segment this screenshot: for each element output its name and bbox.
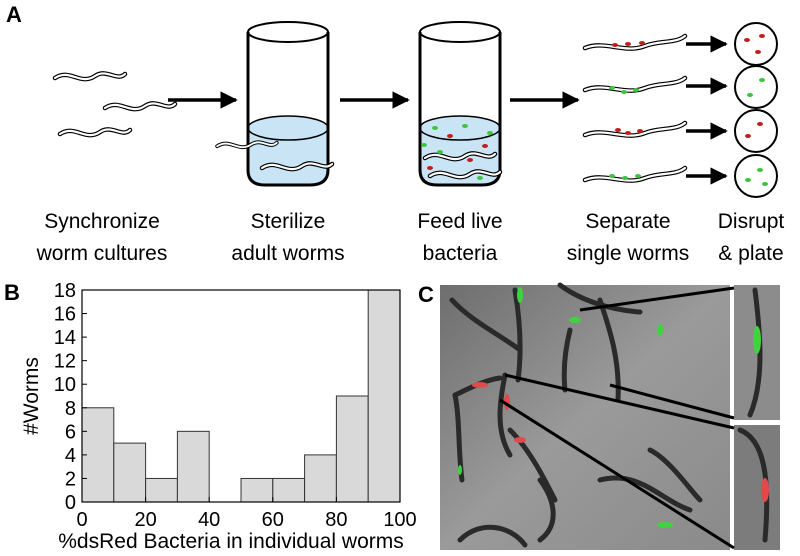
tube <box>418 21 500 187</box>
y-tick-label: 6 <box>65 421 76 443</box>
bar <box>335 395 369 503</box>
step-caption: Disrupt <box>718 210 785 233</box>
y-tick-label: 14 <box>54 327 76 349</box>
tube <box>215 21 332 187</box>
step-caption: bacteria <box>423 242 498 265</box>
step-caption: Sterilize <box>251 210 326 233</box>
separated-worms <box>585 36 685 181</box>
y-tick-label: 12 <box>54 351 76 373</box>
axes-frame <box>81 289 401 503</box>
step-caption: Separate <box>585 210 670 233</box>
y-tick-label: 0 <box>65 492 76 514</box>
x-tick-label: 0 <box>76 509 87 531</box>
y-tick-label: 4 <box>65 445 76 467</box>
x-tick-label: 20 <box>134 509 156 531</box>
x-tick-label: 80 <box>325 509 347 531</box>
panel-label: A <box>6 2 22 27</box>
bar <box>304 454 337 503</box>
bar <box>176 430 210 503</box>
step-caption: Feed live <box>417 210 502 233</box>
step-caption: & plate <box>718 242 783 265</box>
bar <box>145 477 178 503</box>
y-tick-label: 16 <box>54 304 76 326</box>
step-caption: single worms <box>567 242 690 265</box>
y-tick-label: 2 <box>65 468 76 490</box>
y-tick-label: 8 <box>65 398 76 420</box>
plates <box>734 22 778 198</box>
bar <box>113 442 147 503</box>
x-tick-label: 100 <box>383 509 416 531</box>
y-tick-label: 18 <box>54 280 76 302</box>
step-caption: Synchronize <box>44 210 160 233</box>
y-axis-label: #Worms <box>20 357 43 435</box>
x-tick-label: 60 <box>262 509 284 531</box>
bar <box>240 477 274 503</box>
step-caption: adult worms <box>231 242 344 265</box>
worms <box>55 73 175 135</box>
bar <box>367 289 401 503</box>
micrograph <box>440 282 780 550</box>
arrows <box>686 35 728 185</box>
bar <box>272 477 306 503</box>
panel-label: B <box>4 280 20 305</box>
x-axis-label: %dsRed Bacteria in individual worms <box>58 530 404 553</box>
y-tick-label: 10 <box>54 374 76 396</box>
step-caption: worm cultures <box>36 242 168 265</box>
x-tick-label: 40 <box>198 509 220 531</box>
panel-label: C <box>418 282 434 307</box>
